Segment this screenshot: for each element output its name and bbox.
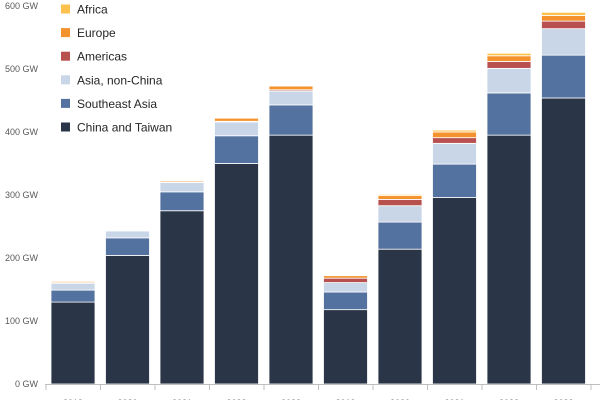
y-axis-ticks: 0 GW 100 GW 200 GW 300 GW 400 GW 500 GW 600 GW: [5, 1, 39, 389]
bar-segment-europe: [214, 117, 259, 122]
bar-segment-china-and-taiwan: [323, 309, 368, 385]
x-tick-label: 2019: [63, 398, 83, 400]
bar-segment-europe: [541, 15, 586, 22]
bar-segment-asia-non-china: [377, 205, 423, 223]
bar-segment-china-and-taiwan: [432, 197, 477, 385]
bar-segment-asia-non-china: [323, 282, 368, 293]
legend-swatch-southeast-asia: [61, 98, 70, 108]
bar-segment-africa: [268, 84, 314, 87]
legend-label-europe: Europe: [77, 26, 116, 40]
bar-segment-china-and-taiwan: [377, 248, 423, 385]
x-tick-label: 2022: [226, 398, 246, 400]
bar-segment-asia-non-china: [432, 142, 477, 165]
legend-label-africa: Africa: [77, 3, 108, 17]
bar-segment-africa: [214, 117, 259, 119]
x-tick-label: 2020: [390, 398, 410, 400]
bar-segment-asia-non-china: [486, 67, 532, 94]
legend-label-americas: Americas: [77, 50, 127, 64]
bar-segment-southeast-asia: [159, 191, 205, 212]
bar-segment-china-and-taiwan: [105, 255, 150, 385]
y-tick-label: 0 GW: [15, 379, 39, 389]
bar-segment-china-and-taiwan: [50, 301, 96, 385]
legend-label-asia-non-china: Asia, non-China: [77, 73, 163, 87]
bar-segment-africa: [377, 193, 423, 197]
bar-segment-asia-non-china: [105, 230, 150, 239]
y-tick-label: 600 GW: [5, 1, 39, 11]
bar-segment-americas: [432, 137, 477, 144]
legend-swatch-china-and-taiwan: [61, 122, 70, 132]
bar-segment-southeast-asia: [432, 163, 477, 198]
bar-segment-americas: [541, 20, 586, 30]
bar-segment-southeast-asia: [486, 92, 532, 136]
bar-segment-asia-non-china: [541, 28, 586, 56]
legend-swatch-americas: [61, 51, 70, 61]
bar-segment-china-and-taiwan: [159, 210, 205, 385]
bar-segment-africa: [50, 280, 96, 282]
y-tick-label: 400 GW: [5, 127, 39, 137]
x-axis: 2019 2020 2021 2022 2023 2019 2020 2021 2022 2023: [45, 384, 600, 400]
x-tick-label: 2023: [553, 398, 573, 400]
legend-swatch-asia-non-china: [61, 75, 70, 85]
bar-segment-asia-non-china: [50, 282, 96, 291]
bar-segment-southeast-asia: [268, 104, 314, 136]
bar-segment-southeast-asia: [105, 237, 150, 256]
bar-segment-asia-non-china: [214, 121, 259, 137]
bar-segment-southeast-asia: [50, 289, 96, 303]
bar-segment-asia-non-china: [268, 90, 314, 106]
x-tick-label: 2021: [444, 398, 464, 400]
bar-segment-africa: [432, 129, 477, 133]
bar-segment-china-and-taiwan: [486, 134, 532, 385]
legend-swatch-europe: [61, 28, 70, 38]
bar-segment-southeast-asia: [377, 221, 423, 250]
bar-segment-europe: [486, 55, 532, 62]
bar-segment-americas: [323, 277, 368, 283]
x-tick-label: 2022: [499, 398, 519, 400]
x-tick-label: 2021: [172, 398, 192, 400]
bar-segment-africa: [486, 52, 532, 57]
y-tick-label: 300 GW: [5, 190, 39, 200]
bar-segment-europe: [377, 195, 423, 200]
x-tick-label: 2023: [281, 398, 301, 400]
bar-segment-africa: [105, 228, 150, 231]
legend: Africa Europe Americas Asia, non-China South…: [61, 3, 172, 135]
legend-swatch-africa: [61, 4, 70, 14]
bar-segment-europe: [268, 85, 314, 91]
legend-label-southeast-asia: Southeast Asia: [77, 97, 157, 111]
x-tick-label: 2019: [335, 398, 355, 400]
y-tick-label: 200 GW: [5, 253, 39, 263]
bar-segment-china-and-taiwan: [541, 97, 586, 385]
bar-segment-southeast-asia: [541, 54, 586, 99]
bar-segment-africa: [159, 179, 205, 181]
bars: [50, 11, 586, 385]
bar-segment-europe: [432, 131, 477, 139]
bar-segment-africa: [323, 274, 368, 277]
bar-segment-china-and-taiwan: [268, 134, 314, 385]
bar-segment-southeast-asia: [214, 135, 259, 164]
bar-segment-americas: [486, 61, 532, 69]
bar-segment-americas: [377, 199, 423, 207]
y-tick-label: 500 GW: [5, 64, 39, 74]
legend-label-china-and-taiwan: China and Taiwan: [77, 121, 172, 135]
bar-segment-southeast-asia: [323, 291, 368, 311]
bar-segment-china-and-taiwan: [214, 163, 259, 385]
x-tick-label: 2020: [117, 398, 137, 400]
bar-segment-asia-non-china: [159, 181, 205, 193]
y-tick-label: 100 GW: [5, 316, 39, 326]
bar-segment-africa: [541, 11, 586, 16]
